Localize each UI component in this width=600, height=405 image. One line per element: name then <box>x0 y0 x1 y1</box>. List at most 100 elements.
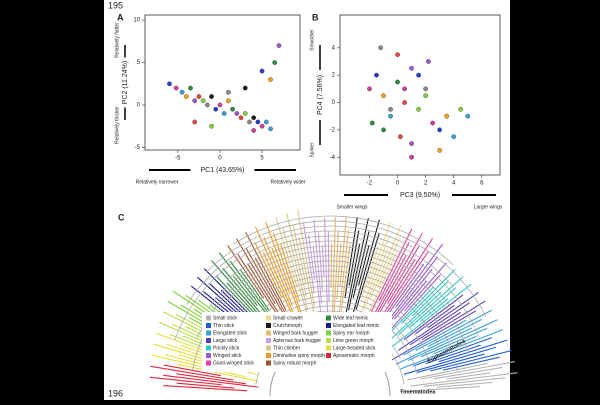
point <box>218 103 222 107</box>
legend-label: Wide leaf mimic <box>333 315 369 321</box>
legend-label: Small stick <box>213 315 237 321</box>
y-tick-label: -2 <box>330 127 336 133</box>
legend-swatch <box>206 346 211 351</box>
point <box>416 107 420 111</box>
y-annotation: Relatively flatter <box>114 22 120 58</box>
y-tick-label: -5 <box>135 145 141 151</box>
point <box>197 94 201 98</box>
y-axis-label: PC2 (11.24%) <box>122 61 129 104</box>
point <box>423 93 427 97</box>
point <box>416 73 420 77</box>
point <box>402 87 406 91</box>
point <box>268 127 272 131</box>
point <box>437 128 441 132</box>
point <box>264 120 268 124</box>
point <box>423 87 427 91</box>
point <box>235 111 239 115</box>
legend-swatch <box>206 353 211 358</box>
point <box>409 141 413 145</box>
x-axis-label: PC3 (9.50%) <box>400 192 440 199</box>
x-tick-label: -5 <box>175 156 181 162</box>
line-number: 196 <box>108 388 123 398</box>
legend-label: Prickly stick <box>213 345 240 351</box>
y-annotation: Relatively thicker <box>114 106 120 144</box>
legend-label: Crutchmorph <box>273 323 302 329</box>
legend-swatch <box>266 323 271 328</box>
point <box>268 77 272 81</box>
point <box>205 103 209 107</box>
point <box>409 66 413 70</box>
point <box>430 121 434 125</box>
legend-swatch <box>206 338 211 343</box>
point <box>251 128 255 132</box>
point <box>370 121 374 125</box>
legend-label: Large-headed stick <box>333 345 376 351</box>
y-tick-label: -4 <box>330 155 336 161</box>
point <box>226 99 230 103</box>
point <box>193 120 197 124</box>
legend-label: Diminutive spiny morph <box>273 353 325 359</box>
x-annotation: Larger wings <box>474 204 503 210</box>
point <box>256 120 260 124</box>
legend-label: Thin climber <box>273 345 301 351</box>
point <box>381 93 385 97</box>
legend-label: Spiny ear morph <box>333 330 370 336</box>
legend-swatch <box>266 316 271 321</box>
legend-swatch <box>326 316 331 321</box>
legend-swatch <box>206 316 211 321</box>
y-axis-label: PC4 (7.56%) <box>317 75 324 115</box>
point <box>381 128 385 132</box>
point <box>388 114 392 118</box>
point <box>230 107 234 111</box>
point <box>180 90 184 94</box>
point <box>367 87 371 91</box>
y-tick-label: 10 <box>133 18 140 24</box>
point <box>402 100 406 104</box>
point <box>193 99 197 103</box>
point <box>444 114 448 118</box>
legend-label: Winged stick <box>213 353 242 359</box>
point <box>277 43 281 47</box>
legend-label: Elongated stick <box>213 330 247 336</box>
legend-swatch <box>326 331 331 336</box>
clade-label: Timematodea <box>400 389 436 395</box>
x-axis-label: PC1 (43.65%) <box>201 167 245 174</box>
point <box>214 107 218 111</box>
point <box>273 60 277 64</box>
legend-label: Spiny robust morph <box>273 360 317 366</box>
legend-label: Elongated leaf mimic <box>333 323 380 329</box>
panel-label: A <box>117 12 124 22</box>
legend-swatch <box>326 323 331 328</box>
point <box>426 59 430 63</box>
point <box>243 86 247 90</box>
point <box>398 135 402 139</box>
point <box>209 124 213 128</box>
legend-label: Apterous bark hugger <box>273 338 321 344</box>
legend-swatch <box>266 361 271 366</box>
line-number: 195 <box>108 0 123 10</box>
legend-label: Winged bark hugger <box>273 330 318 336</box>
legend-label: Large stick <box>213 338 238 344</box>
legend-label: Small crawler <box>273 315 303 321</box>
legend-swatch <box>206 361 211 366</box>
legend-swatch <box>326 346 331 351</box>
legend-swatch <box>206 331 211 336</box>
legend-swatch <box>206 323 211 328</box>
point <box>243 111 247 115</box>
point <box>379 46 383 50</box>
point <box>395 80 399 84</box>
legend-label: Thin stick <box>213 323 235 329</box>
y-annotation: Spikier <box>309 142 315 158</box>
point <box>222 111 226 115</box>
legend-swatch <box>266 353 271 358</box>
point <box>188 86 192 90</box>
point <box>247 120 251 124</box>
point <box>260 69 264 73</box>
legend-swatch <box>266 346 271 351</box>
legend-label: Lime green morph <box>333 338 374 344</box>
panel-label: C <box>118 212 125 222</box>
point <box>451 135 455 139</box>
point <box>184 94 188 98</box>
